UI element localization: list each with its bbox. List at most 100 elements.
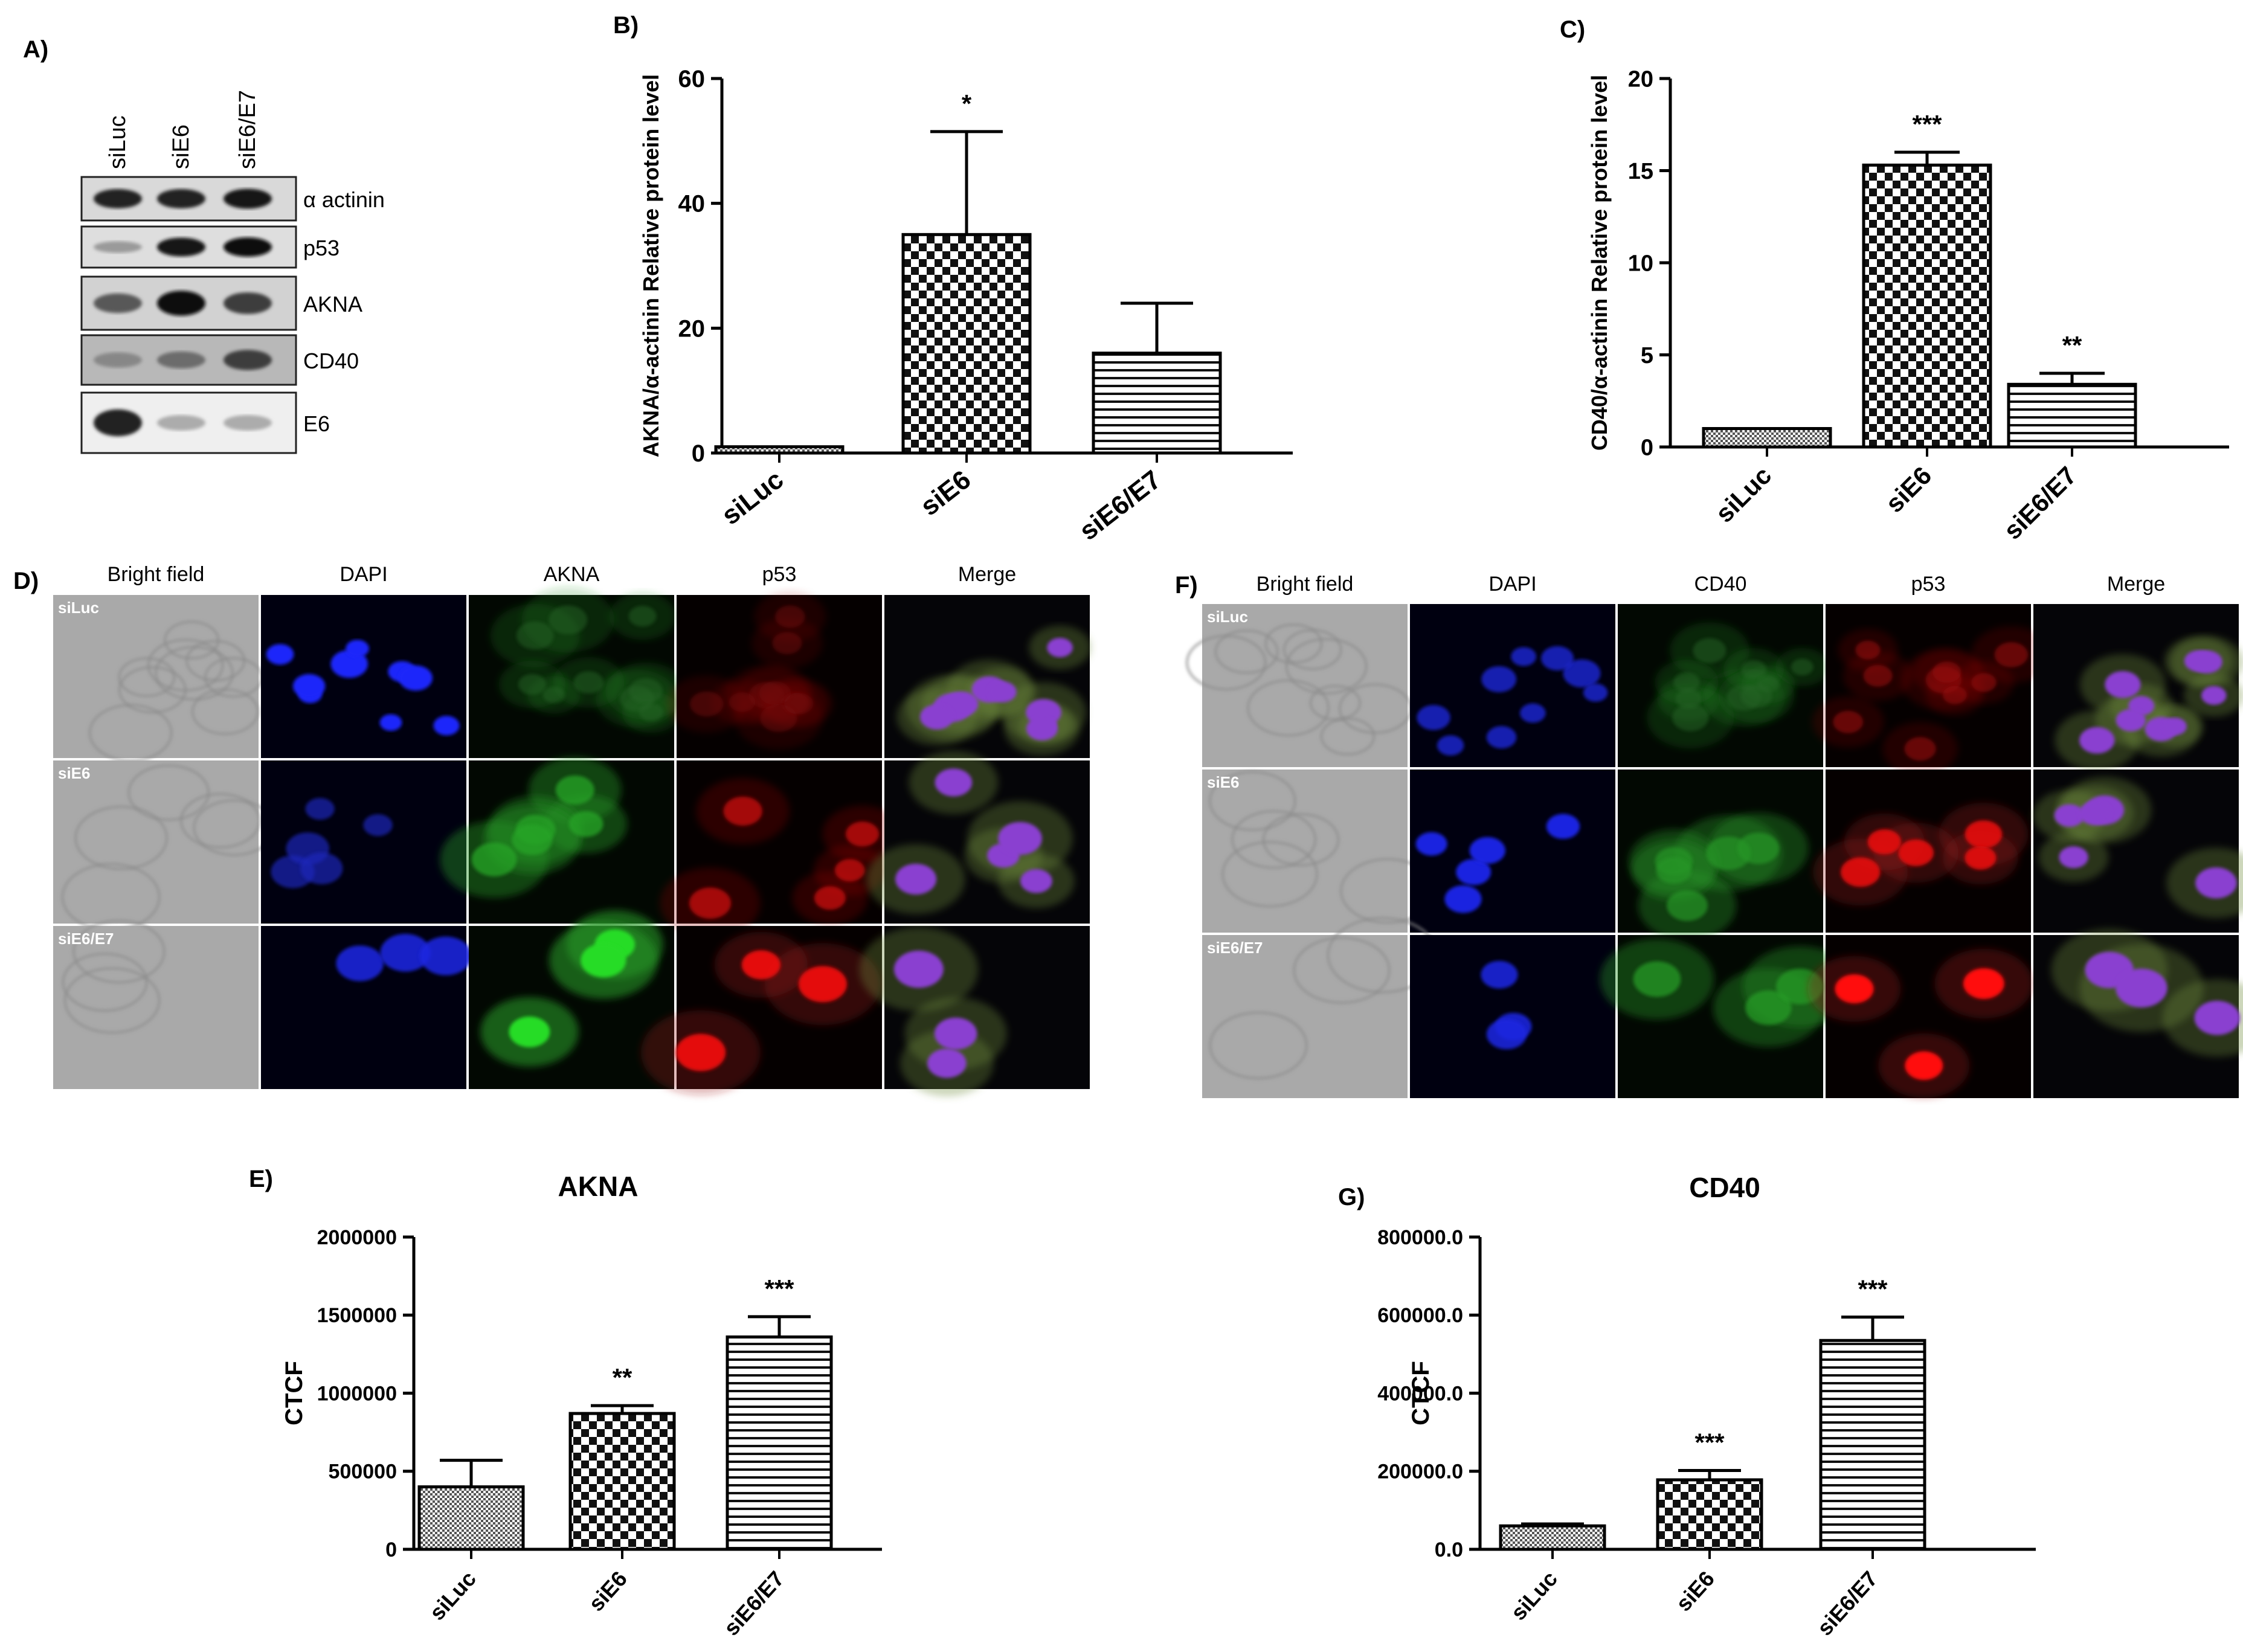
nucleus-signal [1971,673,1997,692]
nucleus-signal [988,681,1017,702]
nucleus-signal [1633,961,1681,997]
nucleus-signal [927,1049,967,1078]
nucleus-signal [1833,710,1864,733]
nucleus-signal [845,821,880,847]
cell-outline [1320,718,1375,756]
x-tick-label-siluc: siLuc [716,464,789,530]
y-axis-label-e: CTCF [281,1361,307,1425]
nucleus-signal [1840,857,1881,887]
cell-outline [1283,629,1342,670]
nucleus-signal [1693,638,1726,663]
nucleus-signal [1672,704,1709,731]
micrograph-siluc-p53 [666,591,882,758]
bar-sie6 [1656,1478,1763,1551]
nucleus-signal [363,814,393,837]
nucleus-signal [760,704,797,732]
column-header-merge: Merge [958,563,1016,586]
panel-label-f: F) [1175,572,1198,599]
nucleus-signal [568,811,603,837]
nucleus-signal [518,673,547,695]
blot-band-actinin-sie6-e7 [224,188,272,209]
y-tick-label: 0 [692,440,705,467]
nucleus-signal [1444,885,1482,913]
micrograph-grid-akna: Bright field DAPI AKNA p53 Merge siLuc siE6 siE… [53,563,1091,1097]
x-tick-label-sie6-e7: siE6/E7 [1812,1566,1882,1641]
bar-sie6 [901,233,1032,455]
nucleus-signal [1965,820,2003,849]
micrograph-sie6-bright-field: siE6 [1202,770,1435,933]
y-tick-label: 10 [1628,251,1653,276]
nucleus-signal [292,673,326,698]
micrograph-background [53,760,259,924]
panel-label-b: B) [613,12,639,39]
bar-chart-akna-ctcf: AKNA CTCF 0 500000 1000000 1500000 2000000 siLu… [281,1171,882,1641]
nucleus-signal [1863,664,1893,687]
cell-outline [191,688,259,735]
bar-sie6 [568,1412,676,1551]
nucleus-signal [1965,846,1997,870]
nucleus-signal [1942,686,1967,704]
significance-sie6-e7: *** [764,1274,794,1303]
y-tick-label: 15 [1628,159,1653,184]
x-tick-label-sie6-e7: siE6/E7 [1998,461,2082,545]
panel-label-d: D) [13,568,39,594]
micrograph-sie6-e7-merge [859,926,1090,1097]
cell-outline [1247,679,1330,736]
bar-siluc [714,445,845,455]
blot-band-cd40-siluc [94,352,142,368]
chart-title-g: CD40 [1689,1172,1760,1203]
micrograph-grid-cd40: Bright field DAPI CD40 p53 Merge siLuc siE6 siE… [1186,573,2243,1098]
nucleus-signal [549,605,588,635]
chart-title-e: AKNA [558,1171,639,1202]
micrograph-sie6-e7-p53 [640,926,882,1095]
nucleus-signal [1675,689,1702,709]
nucleus-signal [433,716,460,736]
nucleus-signal [628,605,657,627]
blot-band-akna-sie6-e7 [224,292,272,314]
blot-band-p53-siluc [94,241,142,253]
x-tick-label-sie6: siE6 [1880,461,1937,518]
blot-label-e6: E6 [303,411,330,436]
blot-band-actinin-siluc [94,188,142,209]
cell-outline [1209,1011,1308,1079]
cell-outline [1221,841,1318,907]
significance-sie6-e7: *** [1858,1274,1888,1303]
x-tick-label-sie6: siE6 [915,464,976,521]
x-tick-label-sie6: siE6 [1671,1566,1719,1616]
y-tick-label: 800000.0 [1377,1226,1463,1249]
bar-siluc [1499,1524,1606,1551]
cell-outline [1286,638,1368,695]
nucleus-signal [1437,735,1464,756]
cell-outline [1310,685,1361,721]
nucleus-signal [1791,658,1813,676]
micrograph-background [1410,770,1615,933]
nucleus-signal [1673,672,1700,693]
x-tick-label-sie6-e7: siE6/E7 [719,1566,789,1641]
panel-label-e: E) [249,1166,273,1192]
nucleus-signal [629,678,663,704]
cell-outline [74,806,168,870]
blot-label-actinin: α actinin [303,187,385,212]
micrograph-siluc-bright-field: siLuc [1186,604,1412,767]
nucleus-signal [1835,974,1874,1004]
nucleus-signal [1740,684,1772,708]
micrograph-sie6-p53 [1813,770,2031,933]
cell-outline [1214,629,1279,674]
y-tick-label: 200000.0 [1377,1461,1463,1483]
nucleus-signal [1932,661,1961,683]
blot-band-e6-sie6-e7 [224,415,272,431]
cell-outline [147,638,224,692]
blot-band-actinin-sie6 [157,188,205,209]
cell-outline [1293,937,1391,1004]
micrograph-sie6-dapi [1410,770,1615,933]
column-header-bright-field: Bright field [1257,573,1354,596]
nucleus-signal [1415,832,1447,856]
nucleus-signal [690,691,724,717]
significance-sie6: *** [1694,1428,1725,1456]
lane-label-sie6: siE6 [169,124,194,169]
nucleus-signal [1486,1019,1527,1050]
micrograph-sie6-e7-merge [2033,928,2243,1098]
bar-sie6-e7 [1092,352,1222,455]
nucleus-signal [759,681,791,705]
nucleus-signal [1481,960,1518,989]
